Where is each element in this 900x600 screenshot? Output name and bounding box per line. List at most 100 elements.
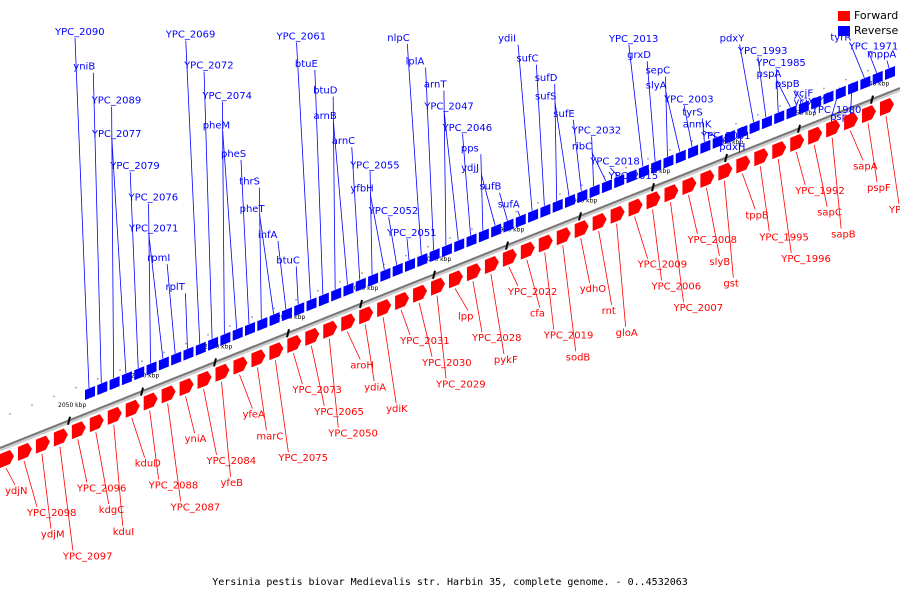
guide-dot [691, 140, 693, 143]
forward-gene [556, 227, 571, 246]
forward-gene-label: YPC_2022 [507, 287, 558, 298]
reverse-leader [259, 214, 275, 315]
forward-gene-label: ydjN [5, 486, 28, 497]
reverse-gene-label: slyA [646, 80, 667, 91]
reverse-leader [406, 43, 422, 256]
reverse-gene-label: rplT [165, 282, 185, 293]
forward-leader [400, 309, 411, 336]
reverse-gene [675, 149, 686, 164]
forward-gene [125, 399, 140, 418]
forward-gene [610, 205, 625, 224]
reverse-leader [720, 131, 730, 143]
reverse-gene [466, 233, 477, 248]
reverse-gene [158, 356, 169, 371]
forward-gene [413, 284, 428, 303]
reverse-gene-label: YPC_2089 [91, 96, 142, 107]
forward-leader [364, 324, 375, 382]
guide-dot [361, 272, 363, 275]
reverse-gene-label: pspA [757, 69, 782, 80]
guide-dot [867, 69, 869, 72]
guide-dot [119, 369, 121, 371]
forward-gene-label: YPC_2098 [26, 508, 77, 519]
reverse-leader [295, 266, 299, 305]
reverse-gene-label: thrS [239, 177, 260, 188]
forward-gene [107, 406, 122, 425]
reverse-leader [258, 187, 262, 320]
forward-leader [741, 173, 756, 210]
reverse-leader [148, 234, 164, 359]
reverse-gene [392, 262, 403, 277]
guide-dot [625, 166, 627, 169]
forward-gene-label: kdgC [99, 505, 124, 516]
reverse-gene [318, 292, 329, 307]
forward-gene-label: pspF [867, 183, 891, 194]
forward-gene-label: YPC_2075 [277, 453, 328, 464]
reverse-gene [663, 154, 674, 169]
guide-dot [339, 281, 341, 283]
reverse-leader [221, 101, 225, 334]
reverse-leader [738, 127, 742, 153]
reverse-gene-label: pdxH [719, 142, 745, 153]
reverse-gene [171, 351, 182, 366]
forward-gene [395, 291, 410, 310]
forward-gene [826, 119, 841, 138]
forward-leader [544, 252, 555, 330]
reverse-leader [591, 152, 607, 182]
forward-gene [17, 442, 32, 461]
forward-gene [251, 349, 266, 368]
forward-gene [790, 133, 805, 152]
reverse-leader [609, 167, 619, 177]
forward-gene [538, 234, 553, 253]
tick-label: 2030 kbp [204, 343, 232, 350]
legend-forward-label: Forward [854, 9, 899, 22]
guide-dot [229, 325, 231, 327]
guide-dot [97, 377, 99, 380]
guide-dot [471, 228, 473, 231]
reverse-leader [480, 173, 496, 226]
reverse-gene-label: YPC_2003 [663, 94, 714, 105]
reverse-leader [74, 37, 90, 389]
reverse-leader [499, 192, 508, 221]
reverse-gene-label: anmK [683, 120, 712, 131]
guide-dot [405, 254, 407, 257]
reverse-gene [220, 331, 231, 346]
forward-gene [0, 450, 14, 468]
reverse-gene [454, 238, 465, 253]
forward-leader [472, 281, 483, 333]
forward-gene [502, 248, 517, 267]
reverse-gene-label: YPC_2018 [589, 157, 640, 168]
reverse-leader [775, 68, 779, 113]
tick-mark [67, 416, 71, 426]
reverse-leader [813, 92, 828, 109]
forward-gene [718, 162, 733, 181]
reverse-gene [232, 326, 243, 341]
forward-gene [646, 191, 661, 210]
forward-leader [113, 424, 124, 526]
reverse-gene-label: sufE [553, 109, 574, 120]
reverse-gene [355, 277, 366, 292]
reverse-gene-label: btuC [276, 255, 300, 266]
reverse-gene-label: ydjJ [461, 163, 479, 174]
reverse-gene [638, 164, 649, 179]
forward-gene [35, 435, 50, 454]
reverse-leader [296, 42, 311, 300]
forward-leader [508, 266, 519, 287]
reverse-gene [712, 134, 723, 149]
reverse-gene-label: btuE [295, 59, 318, 70]
forward-gene-label: YPC_2088 [148, 481, 199, 492]
forward-gene-label: YPC_2029 [435, 380, 486, 391]
reverse-gene-label: sufS [535, 91, 556, 102]
guide-dot [515, 210, 517, 213]
reverse-leader [572, 119, 582, 192]
tick-label: 1990 kbp [496, 227, 524, 234]
reverse-gene [651, 159, 662, 174]
forward-gene [520, 241, 535, 260]
forward-gene-label: ydjM [41, 530, 65, 541]
reverse-gene-label: sufD [535, 73, 558, 84]
reverse-leader [776, 79, 791, 108]
reverse-gene [195, 341, 206, 356]
forward-gene-label: YPC_2065 [313, 407, 364, 418]
forward-gene-label: YPC_2073 [291, 385, 342, 396]
reverse-gene [540, 203, 551, 218]
forward-gene [71, 421, 86, 440]
